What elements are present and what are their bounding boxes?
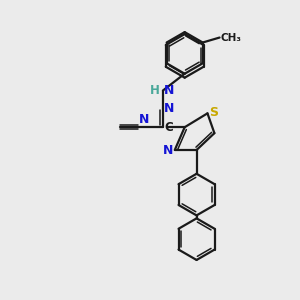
Text: N: N (139, 113, 149, 126)
Text: H: H (150, 84, 160, 97)
Text: N: N (164, 102, 174, 115)
Text: CH₃: CH₃ (220, 33, 242, 43)
Text: N: N (164, 84, 174, 97)
Text: N: N (162, 145, 173, 158)
Text: S: S (209, 106, 218, 119)
Text: C: C (165, 121, 174, 134)
